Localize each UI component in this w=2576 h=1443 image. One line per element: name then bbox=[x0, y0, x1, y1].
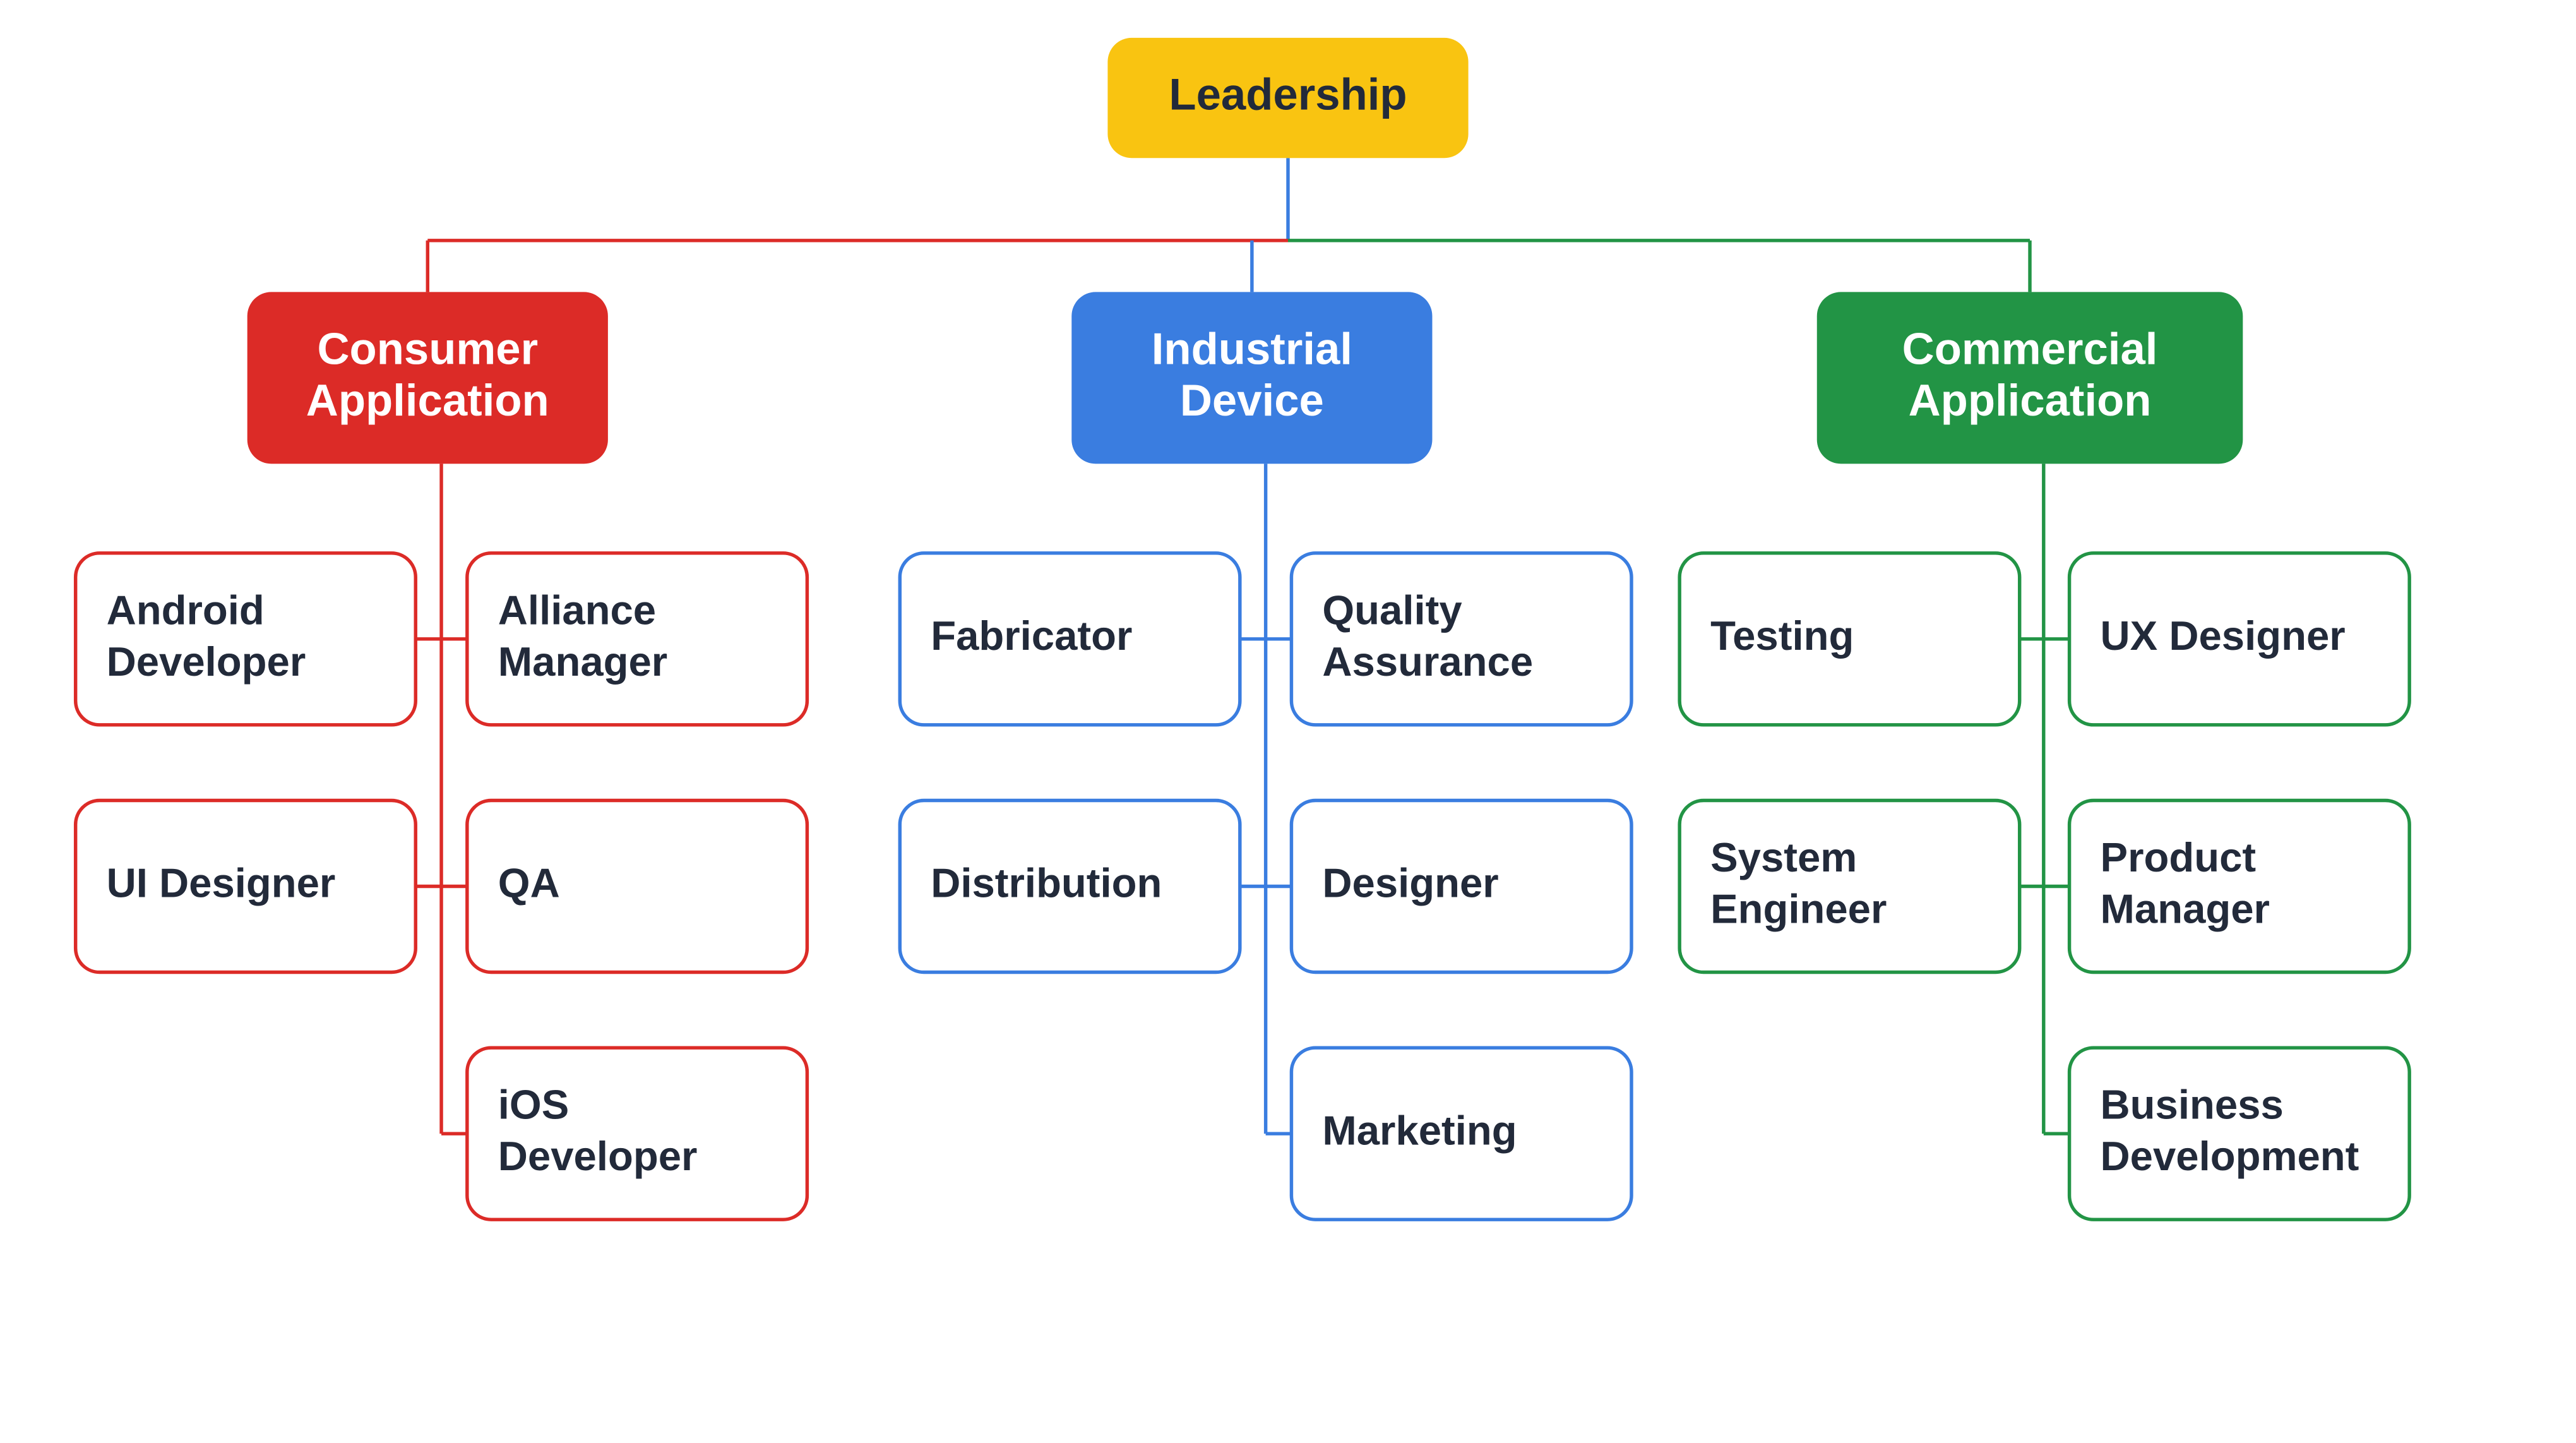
testing-label: Testing bbox=[1710, 613, 1854, 659]
commercial-application-label-line-0: Commercial bbox=[1902, 323, 2158, 373]
industrial-device-label-line-1: Device bbox=[1180, 375, 1324, 425]
marketing-label-line-0: Marketing bbox=[1322, 1107, 1517, 1153]
product-manager-label-line-0: Product bbox=[2101, 834, 2257, 880]
distribution-label: Distribution bbox=[931, 860, 1162, 906]
designer-label-line-0: Designer bbox=[1322, 860, 1498, 906]
alliance-manager-label-line-0: Alliance bbox=[498, 587, 656, 633]
marketing-label: Marketing bbox=[1322, 1107, 1517, 1153]
business-development-label-line-0: Business bbox=[2101, 1082, 2284, 1128]
consumer-application-label-line-1: Application bbox=[306, 375, 549, 425]
org-chart: LeadershipConsumerApplicationAndroidDeve… bbox=[0, 0, 2576, 1443]
root-label: Leadership bbox=[1169, 69, 1407, 119]
designer-label: Designer bbox=[1322, 860, 1498, 906]
alliance-manager-label-line-1: Manager bbox=[498, 638, 667, 685]
system-engineer-label-line-0: System bbox=[1710, 834, 1857, 880]
distribution-label-line-0: Distribution bbox=[931, 860, 1162, 906]
qa-label-line-0: QA bbox=[498, 860, 560, 906]
product-manager-label-line-1: Manager bbox=[2101, 886, 2270, 932]
quality-assurance-label-line-0: Quality bbox=[1322, 587, 1462, 633]
root-label-line-0: Leadership bbox=[1169, 69, 1407, 119]
quality-assurance-label-line-1: Assurance bbox=[1322, 638, 1533, 685]
system-engineer-label-line-1: Engineer bbox=[1710, 886, 1887, 932]
ios-developer-label-line-1: Developer bbox=[498, 1133, 698, 1179]
qa-label: QA bbox=[498, 860, 560, 906]
industrial-device-label-line-0: Industrial bbox=[1152, 323, 1352, 373]
ux-designer-label: UX Designer bbox=[2101, 613, 2346, 659]
fabricator-label: Fabricator bbox=[931, 613, 1132, 659]
commercial-application-label-line-1: Application bbox=[1909, 375, 2152, 425]
ux-designer-label-line-0: UX Designer bbox=[2101, 613, 2346, 659]
testing-label-line-0: Testing bbox=[1710, 613, 1854, 659]
consumer-application-label-line-0: Consumer bbox=[317, 323, 538, 373]
business-development-label-line-1: Development bbox=[2101, 1133, 2359, 1179]
ui-designer-label: UI Designer bbox=[107, 860, 336, 906]
android-developer-label-line-1: Developer bbox=[107, 638, 306, 685]
ios-developer-label-line-0: iOS bbox=[498, 1082, 569, 1128]
fabricator-label-line-0: Fabricator bbox=[931, 613, 1132, 659]
android-developer-label-line-0: Android bbox=[107, 587, 265, 633]
ui-designer-label-line-0: UI Designer bbox=[107, 860, 336, 906]
